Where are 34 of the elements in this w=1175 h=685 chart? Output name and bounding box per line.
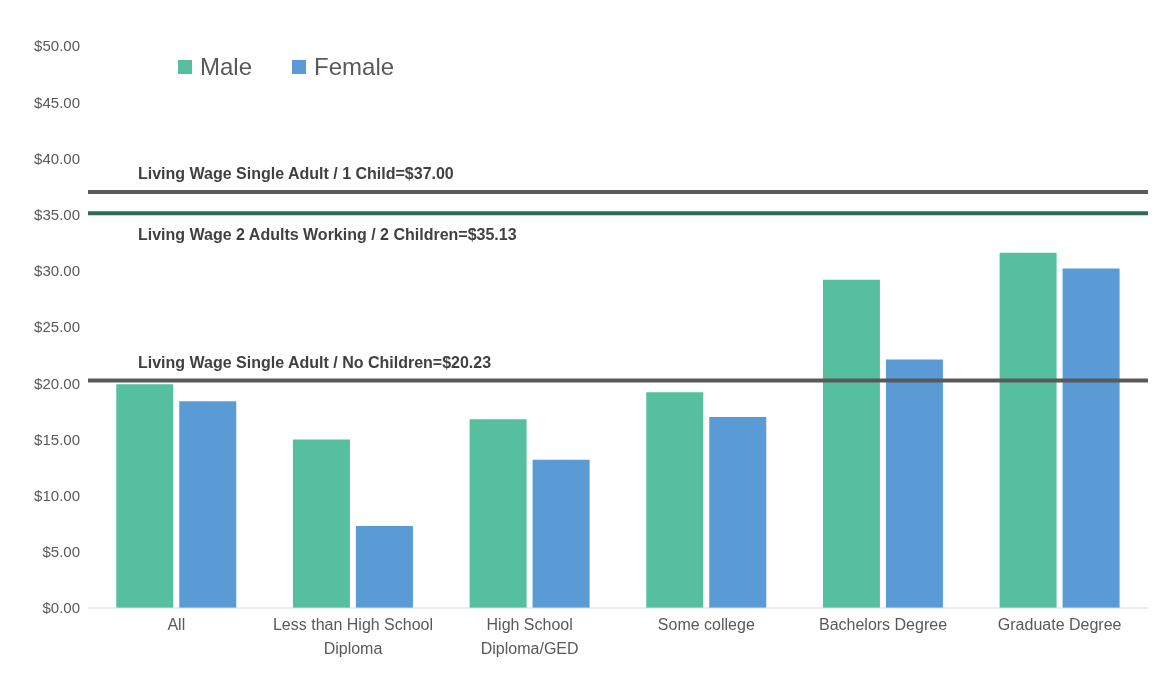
x-tick-label: Less than High School Diploma: [272, 616, 434, 657]
y-tick-label: $40.00: [34, 149, 80, 167]
bar: [292, 439, 350, 608]
bar: [646, 392, 704, 608]
y-tick-label: $25.00: [34, 318, 80, 336]
bar: [179, 401, 237, 608]
bar: [355, 525, 413, 608]
ref-line-label: Living Wage 2 Adults Working / 2 Children=$35.13: [138, 226, 517, 244]
y-tick-label: $5.00: [42, 543, 80, 561]
legend-label: Male: [200, 53, 253, 81]
y-tick-label: $10.00: [34, 486, 80, 504]
bar: [709, 416, 767, 608]
ref-line-label: Living Wage Single Adult / No Children=$20.23: [138, 353, 492, 371]
bar: [999, 252, 1057, 608]
bar: [469, 419, 527, 608]
y-tick-label: $45.00: [34, 93, 80, 111]
x-tick-label: High School Diploma/GED: [480, 616, 579, 657]
legend-label: Female: [314, 53, 395, 81]
y-tick-label: $50.00: [34, 37, 80, 55]
x-tick-label: Some college: [657, 616, 755, 633]
bar: [822, 279, 880, 608]
bar: [532, 459, 590, 608]
y-tick-label: $30.00: [34, 262, 80, 280]
ref-line-label: Living Wage Single Adult / 1 Child=$37.00: [138, 165, 454, 183]
x-tick-label: Graduate Degree: [997, 616, 1122, 633]
bar: [1062, 268, 1120, 608]
y-tick-label: $35.00: [34, 205, 80, 223]
x-tick-label: Bachelors Degree: [818, 616, 948, 633]
y-tick-label: $0.00: [42, 599, 80, 617]
y-tick-label: $20.00: [34, 374, 80, 392]
y-tick-label: $15.00: [34, 430, 80, 448]
bar: [116, 384, 174, 608]
bar: [885, 359, 943, 608]
x-tick-label: All: [167, 616, 186, 633]
